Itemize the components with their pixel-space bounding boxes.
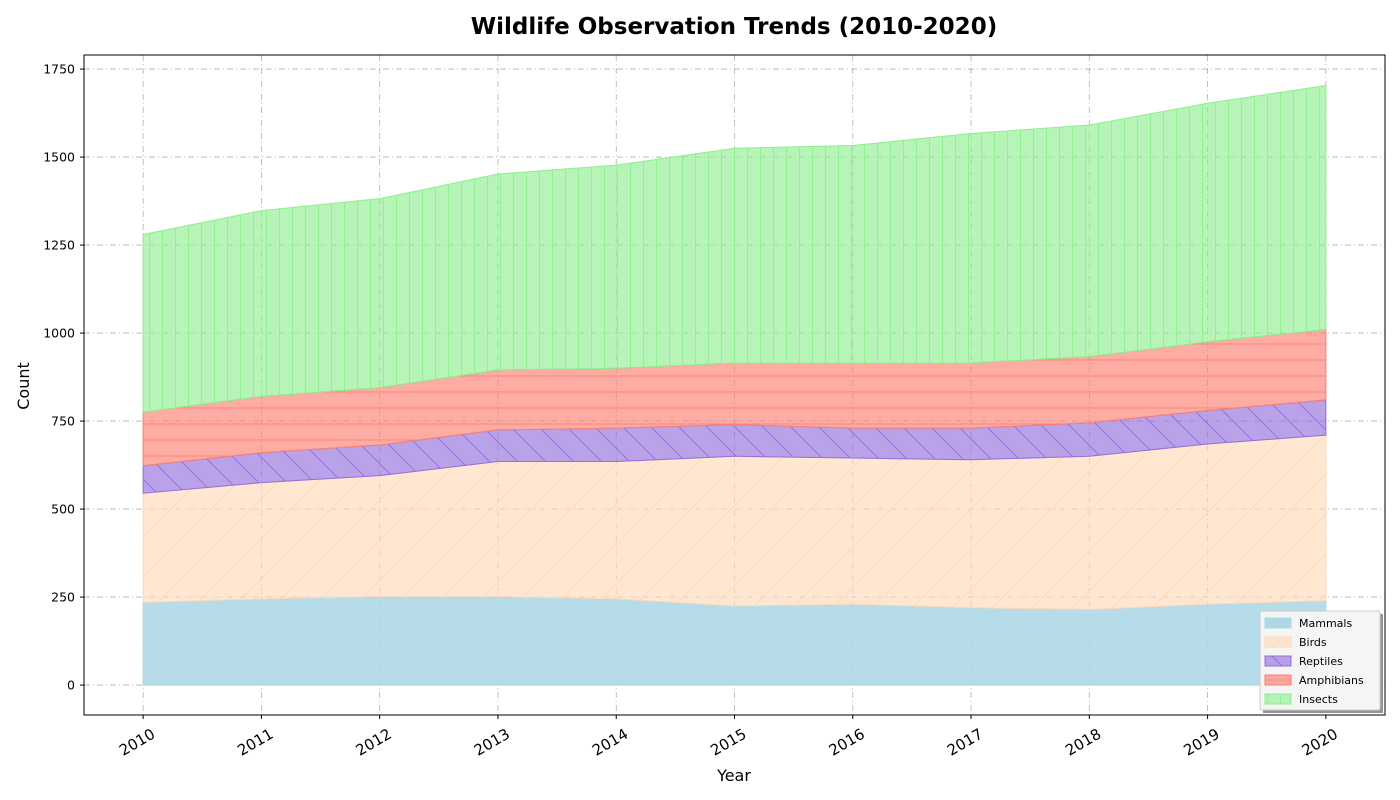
y-axis-label: Count (14, 362, 33, 410)
x-tick-label: 2011 (234, 725, 276, 760)
y-tick-label: 0 (67, 678, 75, 693)
x-tick-label: 2014 (589, 725, 631, 760)
x-tick-label: 2010 (116, 725, 158, 760)
chart-title: Wildlife Observation Trends (2010-2020) (471, 14, 997, 40)
y-tick-label: 750 (51, 414, 75, 429)
x-tick-label: 2020 (1299, 725, 1341, 760)
y-tick-label: 1750 (43, 62, 75, 77)
legend-swatch-amphibians (1264, 674, 1292, 686)
x-tick-label: 2017 (944, 725, 986, 760)
y-tick-label: 500 (51, 502, 75, 517)
legend-label-birds: Birds (1299, 636, 1327, 649)
y-tick-label: 1500 (43, 150, 75, 165)
x-tick-label: 2013 (471, 725, 513, 760)
legend-swatch-reptiles (1264, 655, 1292, 667)
y-tick-label: 250 (51, 590, 75, 605)
x-axis: 2010 2011 2012 2013 2014 2015 2016 2017 2018 2019… (116, 715, 1341, 760)
y-axis: 0 250 500 750 1000 1250 1500 1750 (43, 62, 84, 693)
x-tick-label: 2016 (826, 725, 868, 760)
legend: Mammals Birds Reptiles Amphibians Insects (1259, 610, 1383, 713)
x-tick-label: 2019 (1181, 725, 1223, 760)
stacked-areas (142, 85, 1327, 686)
area-mammals (142, 595, 1327, 686)
legend-swatch-mammals (1264, 617, 1292, 629)
area-insects (142, 85, 1327, 413)
legend-label-amphibians: Amphibians (1299, 674, 1364, 687)
x-tick-label: 2018 (1062, 725, 1104, 760)
legend-label-insects: Insects (1299, 693, 1338, 706)
legend-swatch-birds (1264, 636, 1292, 648)
x-tick-label: 2015 (707, 725, 749, 760)
x-tick-label: 2012 (353, 725, 395, 760)
y-tick-label: 1000 (43, 326, 75, 341)
legend-label-mammals: Mammals (1299, 617, 1352, 630)
x-axis-label: Year (716, 766, 751, 785)
legend-label-reptiles: Reptiles (1299, 655, 1343, 668)
y-tick-label: 1250 (43, 238, 75, 253)
legend-swatch-insects (1264, 693, 1292, 705)
